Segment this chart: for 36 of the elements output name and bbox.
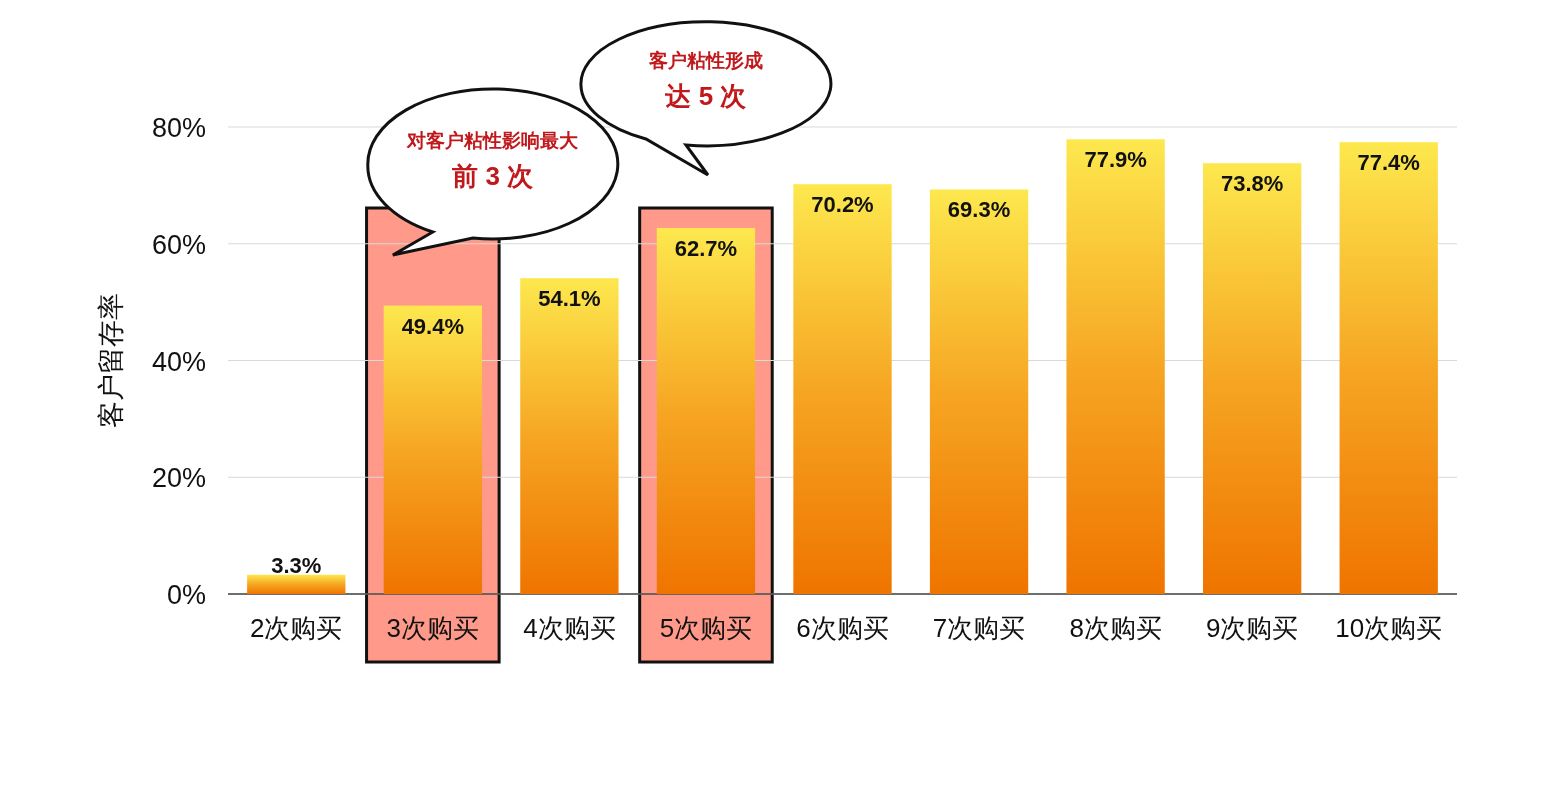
x-tick-label: 2次购买 xyxy=(250,613,343,643)
x-tick-label: 3次购买 xyxy=(386,613,480,643)
x-tick-label: 5次购买 xyxy=(659,613,753,643)
x-tick-label: 7次购买 xyxy=(932,613,1026,643)
text: 达 5 次 xyxy=(664,81,748,111)
bar xyxy=(383,305,482,594)
data-label: 3.3% xyxy=(271,552,322,578)
annotation: 前 3 次 xyxy=(451,161,535,191)
y-tick-label: 20% xyxy=(151,463,206,494)
x-tick-label: 8次购买 xyxy=(1069,613,1162,643)
bar xyxy=(1066,139,1165,594)
data-label: 73.8% xyxy=(1220,171,1284,197)
x-tick-label: 9次购买 xyxy=(1205,613,1299,643)
y-tick-label: 60% xyxy=(151,229,206,260)
x-tick-label: 10次购买 xyxy=(1335,613,1443,643)
bar xyxy=(520,278,619,594)
data-label: 69.3% xyxy=(947,197,1011,223)
bar xyxy=(793,184,892,594)
bar xyxy=(1203,163,1302,594)
y-axis-title: 客户留存率 xyxy=(96,293,126,428)
data-label: 62.7% xyxy=(674,235,738,261)
bar xyxy=(1339,142,1438,594)
data-label: 77.4% xyxy=(1357,150,1420,176)
text: 客户粘性形成 xyxy=(647,50,763,71)
data-label: 49.4% xyxy=(401,313,465,339)
data-label: 70.2% xyxy=(811,192,874,218)
y-tick-label: 0% xyxy=(166,580,206,610)
annotation: 对客户粘性影响最大 xyxy=(406,130,580,151)
bar xyxy=(929,189,1029,594)
y-tick-label: 40% xyxy=(151,346,206,377)
data-label: 54.1% xyxy=(538,286,601,312)
x-tick-label: 6次购买 xyxy=(796,613,889,643)
bar xyxy=(247,574,346,594)
data-label: 77.9% xyxy=(1084,147,1147,173)
x-tick-label: 4次购买 xyxy=(523,613,616,643)
y-tick-label: 80% xyxy=(151,113,206,143)
